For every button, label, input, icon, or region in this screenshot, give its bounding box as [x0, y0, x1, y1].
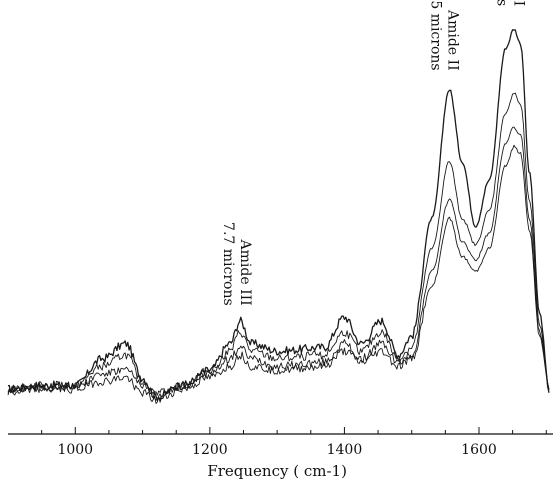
peak-label: Amide II [444, 9, 460, 71]
x-tick-label: 1400 [327, 442, 363, 458]
x-tick-label: 1600 [461, 442, 497, 458]
spectrum-series-layer [7, 29, 550, 404]
x-axis-label: Frequency ( cm-1) [207, 462, 347, 480]
peak-wavelength: 7.7 microns [220, 222, 236, 306]
peak-annotation-3: Amide I6.0 microns [493, 0, 526, 6]
spectrum-line-4 [7, 144, 550, 404]
peak-annotation-2: Amide II6.45 microns [427, 0, 460, 71]
x-tick-label: 1200 [192, 442, 228, 458]
peak-label: Amide I [510, 0, 526, 6]
peak-label: Amide III [237, 239, 253, 306]
peak-wavelength: 6.0 microns [493, 0, 509, 6]
x-axis-ticks: 1000 1200 1400 1600 [41, 427, 547, 458]
spectrum-line-1 [7, 29, 550, 402]
x-tick-label: 1000 [57, 442, 93, 458]
spectrum-line-2 [7, 92, 550, 401]
peak-wavelength: 6.45 microns [427, 0, 443, 71]
